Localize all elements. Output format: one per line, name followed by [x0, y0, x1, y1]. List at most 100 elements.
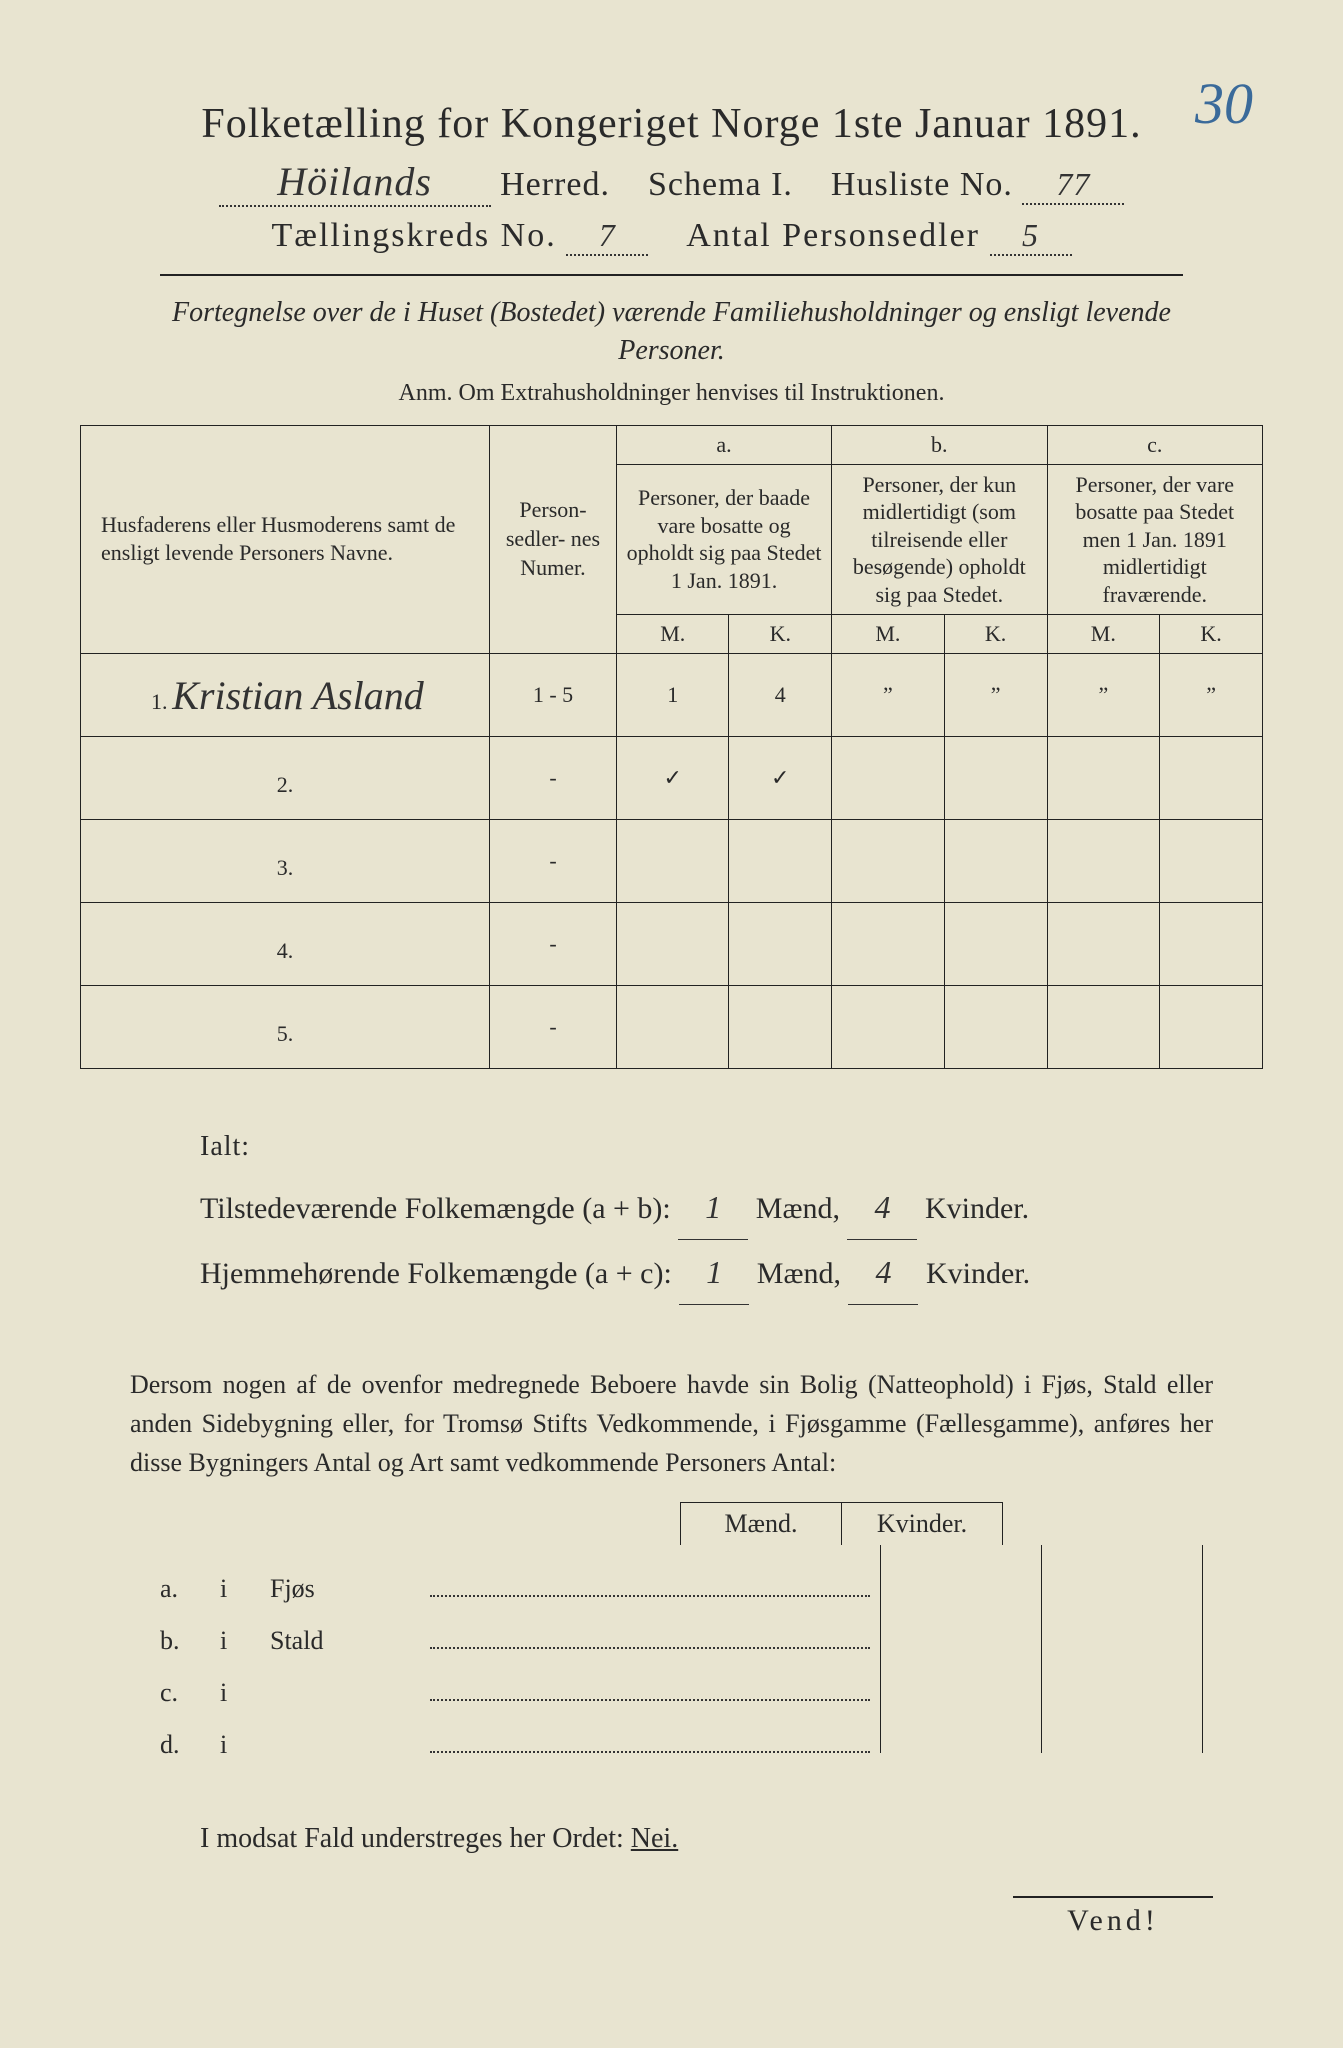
maend-cell — [880, 1649, 1041, 1701]
maend-label: Mænd, — [756, 1192, 840, 1225]
cell-numer: - — [490, 986, 617, 1069]
col-c-text: Personer, der vare bosatte paa Stedet me… — [1047, 464, 1262, 615]
row-i: i — [220, 1730, 270, 1760]
cell-c_k — [1160, 820, 1263, 903]
table-row: 5. - — [81, 986, 1263, 1069]
cell-a_k: ✓ — [729, 737, 832, 820]
col-head-numer: Person- sedler- nes Numer. — [490, 425, 617, 654]
col-b-k: K. — [944, 615, 1047, 654]
row-number: 4. — [272, 938, 298, 964]
cell-c_m: ” — [1047, 654, 1160, 737]
nei-word: Nei. — [631, 1823, 678, 1854]
dotted-line — [430, 1698, 870, 1701]
census-form-page: 30 Folketælling for Kongeriget Norge 1st… — [0, 0, 1343, 2048]
present-m: 1 — [678, 1175, 748, 1240]
col-c-m: M. — [1047, 615, 1160, 654]
row-name-cell: 1.Kristian Asland — [81, 654, 490, 737]
cell-c_k — [1160, 903, 1263, 986]
maend-cell — [880, 1701, 1041, 1753]
col-a-k: K. — [729, 615, 832, 654]
row-name-cell: 5. — [81, 986, 490, 1069]
row-name-cell: 3. — [81, 820, 490, 903]
kreds-label: Tællingskreds No. — [272, 217, 557, 254]
maend-cell — [880, 1545, 1041, 1597]
kvinder-cell — [1041, 1649, 1203, 1701]
maend-cell — [880, 1597, 1041, 1649]
col-b-text: Personer, der kun midlertidigt (som tilr… — [832, 464, 1047, 615]
row-letter: b. — [160, 1626, 220, 1656]
dotted-line — [430, 1594, 870, 1597]
cell-a_m: 1 — [617, 654, 729, 737]
maend-col-head: Mænd. — [680, 1502, 841, 1545]
cell-b_m — [832, 737, 945, 820]
kvinder-col-head: Kvinder. — [841, 1502, 1003, 1545]
cell-b_m — [832, 820, 945, 903]
total-resident-line: Hjemmehørende Folkemængde (a + c): 1 Mæn… — [200, 1240, 1203, 1305]
kvinder-label-2: Kvinder. — [926, 1257, 1030, 1290]
row-number: 1. — [146, 689, 172, 715]
cell-a_k — [729, 820, 832, 903]
nei-text: I modsat Fald understreges her Ordet: — [200, 1823, 624, 1854]
totals-block: Ialt: Tilstedeværende Folkemængde (a + b… — [200, 1119, 1203, 1305]
cell-numer: - — [490, 737, 617, 820]
kreds-line: Tællingskreds No. 7 Antal Personsedler 5 — [80, 217, 1263, 256]
cell-c_k: ” — [1160, 654, 1263, 737]
cell-a_m — [617, 820, 729, 903]
cell-b_m — [832, 903, 945, 986]
cell-a_m: ✓ — [617, 737, 729, 820]
row-number: 5. — [272, 1021, 298, 1047]
total-present-line: Tilstedeværende Folkemængde (a + b): 1 M… — [200, 1175, 1203, 1240]
col-c-label: c. — [1047, 425, 1262, 464]
mk-header: Mænd. Kvinder. — [680, 1502, 1203, 1545]
cell-numer: 1 - 5 — [490, 654, 617, 737]
cell-c_m — [1047, 986, 1160, 1069]
antal-value: 5 — [990, 217, 1072, 256]
antal-label: Antal Personsedler — [686, 217, 980, 254]
divider — [160, 274, 1183, 276]
kvinder-cell — [1041, 1545, 1203, 1597]
col-b-m: M. — [832, 615, 945, 654]
herred-value: Höilands — [219, 158, 491, 207]
mk-cells — [880, 1545, 1203, 1597]
col-head-names: Husfaderens eller Husmoderens samt de en… — [81, 425, 490, 654]
row-letter: c. — [160, 1678, 220, 1708]
cell-numer: - — [490, 820, 617, 903]
cell-b_k — [944, 737, 1047, 820]
row-i: i — [220, 1678, 270, 1708]
cell-c_m — [1047, 737, 1160, 820]
row-name-cell: 4. — [81, 903, 490, 986]
ialt-label: Ialt: — [200, 1119, 1203, 1175]
row-letter: d. — [160, 1730, 220, 1760]
row-name: Kristian Asland — [172, 673, 424, 718]
present-k: 4 — [847, 1175, 917, 1240]
col-a-text: Personer, der baade vare bosatte og opho… — [617, 464, 832, 615]
mk-cells — [880, 1701, 1203, 1753]
herred-label: Herred. — [500, 166, 610, 203]
dotted-line — [430, 1646, 870, 1649]
schema-label: Schema I. — [648, 166, 793, 203]
intro-text: Fortegnelse over de i Huset (Bostedet) v… — [140, 294, 1203, 370]
nei-line: I modsat Fald understreges her Ordet: Ne… — [200, 1823, 1263, 1855]
kreds-value: 7 — [566, 217, 648, 256]
table-row: 2.-✓✓ — [81, 737, 1263, 820]
kvinder-cell — [1041, 1701, 1203, 1753]
outbuilding-row: a.iFjøs — [160, 1545, 1203, 1597]
cell-a_m — [617, 903, 729, 986]
row-i: i — [220, 1574, 270, 1604]
row-number: 2. — [272, 772, 298, 798]
resident-m: 1 — [679, 1240, 749, 1305]
outbuilding-row: b.iStald — [160, 1597, 1203, 1649]
outbuilding-row: d.i — [160, 1701, 1203, 1753]
table-row: 3.- — [81, 820, 1263, 903]
cell-b_m — [832, 986, 945, 1069]
turn-over-label: Vend! — [1013, 1896, 1213, 1938]
herred-line: Höilands Herred. Schema I. Husliste No. … — [80, 158, 1263, 207]
outbuilding-row: c.i — [160, 1649, 1203, 1701]
cell-c_k — [1160, 986, 1263, 1069]
outbuilding-paragraph: Dersom nogen af de ovenfor medregnede Be… — [130, 1365, 1213, 1482]
husliste-label: Husliste No. — [831, 166, 1013, 203]
row-i: i — [220, 1626, 270, 1656]
husliste-value: 77 — [1022, 166, 1124, 205]
cell-b_m: ” — [832, 654, 945, 737]
dotted-line — [430, 1750, 870, 1753]
